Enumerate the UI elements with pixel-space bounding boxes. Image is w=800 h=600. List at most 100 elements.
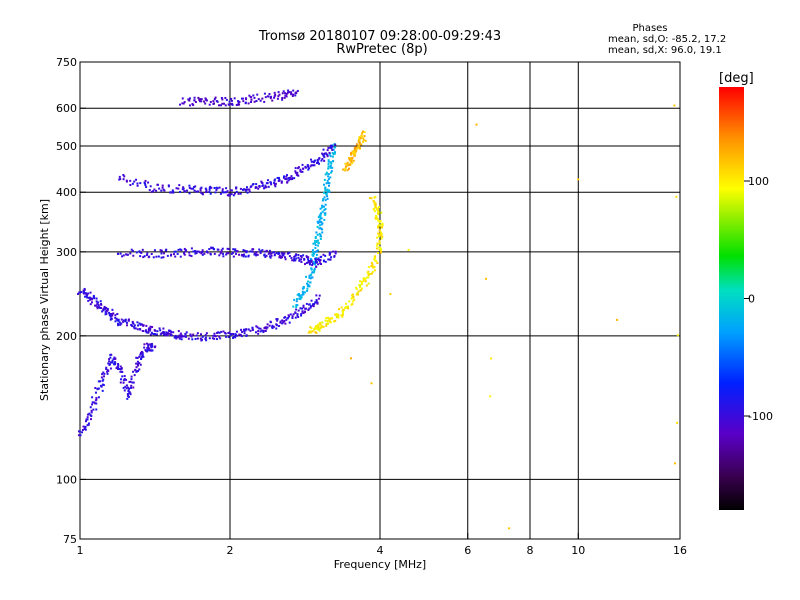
data-point — [377, 252, 380, 255]
data-point — [327, 163, 330, 166]
data-point — [235, 190, 238, 193]
data-point — [508, 527, 511, 530]
y-tick-label: 600 — [56, 102, 77, 115]
data-point — [142, 324, 145, 327]
data-point — [267, 252, 270, 255]
y-tick-label: 100 — [56, 473, 77, 486]
data-point — [129, 179, 132, 182]
data-point — [111, 359, 114, 362]
data-point — [317, 297, 320, 300]
data-point — [306, 289, 309, 292]
data-point — [318, 227, 321, 230]
data-point — [337, 313, 340, 316]
data-point — [241, 97, 244, 100]
data-point — [303, 263, 306, 266]
data-point — [296, 171, 299, 174]
data-point — [308, 307, 311, 310]
data-point — [102, 378, 105, 381]
data-point — [138, 355, 141, 358]
data-point — [249, 329, 252, 332]
data-point — [302, 254, 305, 257]
data-point — [331, 317, 334, 320]
data-point — [304, 166, 307, 169]
data-point — [317, 323, 320, 326]
data-point — [248, 188, 251, 191]
data-point — [145, 324, 148, 327]
data-point — [125, 179, 128, 182]
data-point — [189, 104, 192, 107]
data-point — [163, 331, 166, 334]
data-point — [263, 100, 266, 103]
data-point — [227, 336, 230, 339]
data-point — [307, 261, 310, 264]
data-point — [297, 166, 300, 169]
data-point — [296, 89, 299, 92]
data-point — [238, 103, 241, 106]
data-point — [340, 314, 343, 317]
data-point — [89, 291, 92, 294]
data-point — [349, 152, 352, 155]
data-point — [322, 205, 325, 208]
data-point — [325, 192, 328, 195]
data-point — [265, 249, 268, 252]
data-point — [320, 255, 323, 258]
data-point — [350, 159, 353, 162]
data-point — [145, 253, 148, 256]
data-point — [96, 307, 99, 310]
data-point — [228, 193, 231, 196]
data-point — [129, 380, 132, 383]
data-point — [137, 370, 140, 373]
data-point — [199, 189, 202, 192]
data-point — [317, 328, 320, 331]
data-point — [117, 367, 120, 370]
data-point — [92, 294, 95, 297]
data-point — [184, 332, 187, 335]
data-point — [85, 420, 88, 423]
data-point — [320, 324, 323, 327]
data-point — [241, 253, 244, 256]
data-point — [88, 412, 91, 415]
data-point — [214, 335, 217, 338]
data-point — [264, 250, 267, 253]
data-point — [302, 286, 305, 289]
data-point — [149, 185, 152, 188]
data-point — [174, 255, 177, 258]
data-point — [195, 251, 198, 254]
data-point — [313, 267, 316, 270]
y-tick-label: 300 — [56, 246, 77, 259]
data-point — [360, 135, 363, 138]
data-point — [327, 181, 330, 184]
data-point — [354, 154, 357, 157]
data-point — [205, 191, 208, 194]
data-point — [286, 317, 289, 320]
data-point — [137, 362, 140, 365]
data-point — [270, 183, 273, 186]
colorbar-tick-label: -100 — [748, 410, 773, 423]
data-point — [377, 225, 380, 228]
data-point — [374, 206, 377, 209]
data-point — [301, 307, 304, 310]
data-point — [330, 256, 333, 259]
data-point — [276, 318, 279, 321]
data-point — [205, 99, 208, 102]
data-point — [177, 187, 180, 190]
data-point — [275, 324, 278, 327]
data-point — [199, 337, 202, 340]
data-point — [222, 255, 225, 258]
data-point — [179, 248, 182, 251]
data-point — [219, 337, 222, 340]
data-point — [218, 331, 221, 334]
data-point — [313, 164, 316, 167]
data-point — [334, 313, 337, 316]
data-point — [328, 253, 331, 256]
data-point — [150, 345, 153, 348]
data-point — [145, 331, 148, 334]
data-point — [318, 329, 321, 332]
data-point — [309, 277, 312, 280]
data-point — [82, 289, 85, 292]
data-point — [374, 195, 377, 198]
data-point — [308, 274, 311, 277]
data-point — [273, 183, 276, 186]
data-point — [317, 257, 320, 260]
data-point — [285, 95, 288, 98]
